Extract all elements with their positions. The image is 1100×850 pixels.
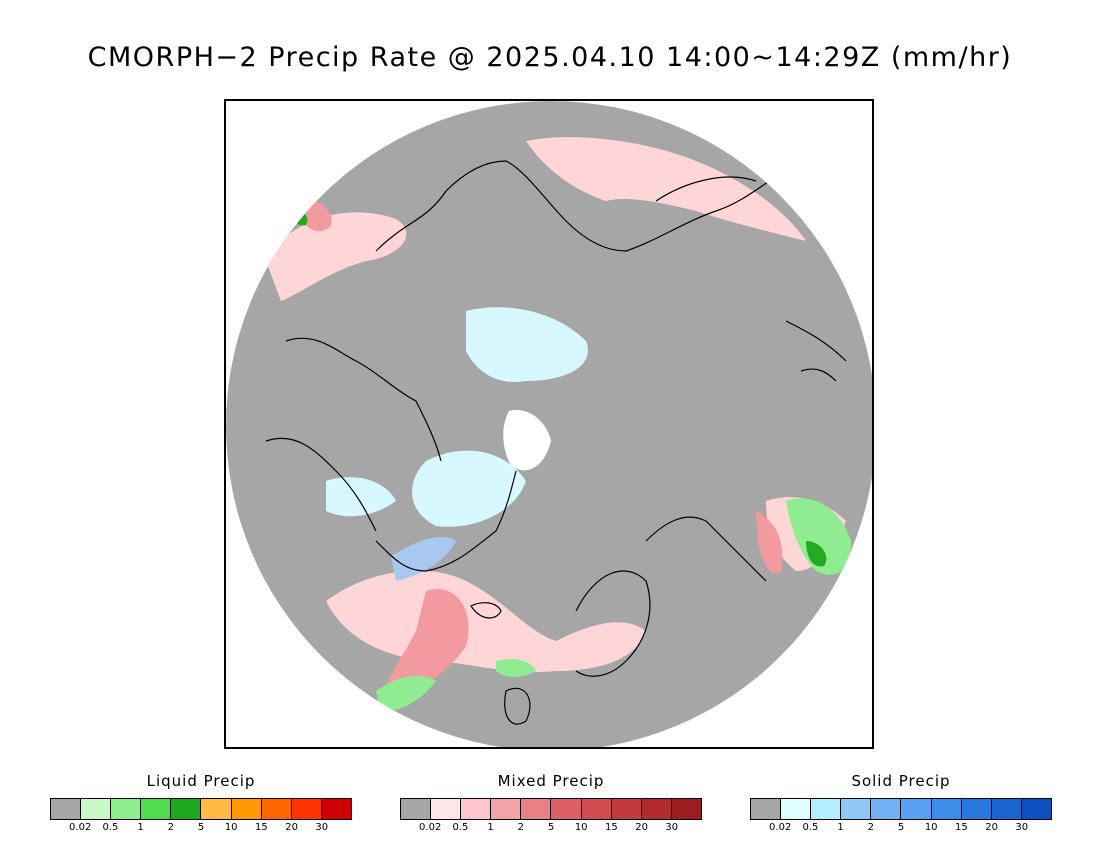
legend-swatch <box>671 799 701 819</box>
legend-tick-label: 10 <box>574 822 588 833</box>
legend-swatch <box>551 799 582 819</box>
legend-title: Solid Precip <box>851 772 951 790</box>
legend-swatch <box>81 799 112 819</box>
legend-swatch <box>111 799 142 819</box>
legend-swatch <box>491 799 522 819</box>
liquid-precip-area <box>376 675 436 713</box>
legend-solid: Solid Precip 0.02 0.5 1 2 5 10 15 20 30 <box>750 772 1052 834</box>
solid-precip-area <box>391 536 456 581</box>
legend-tick-label: 20 <box>985 822 998 833</box>
legend-tick-label: 2 <box>867 822 874 833</box>
legend-tick-label: 5 <box>197 822 205 833</box>
legend-swatch <box>1021 799 1051 819</box>
legend-tick-label: 15 <box>955 822 968 833</box>
legend-tick-label: 30 <box>1015 822 1029 833</box>
legend-swatch <box>171 799 202 819</box>
legend-tick-label: 2 <box>517 822 524 833</box>
legend-tick-label: 0.02 <box>69 822 92 833</box>
polar-data-gap <box>503 409 551 471</box>
liquid-precip-area <box>496 659 536 677</box>
legend-swatch <box>521 799 552 819</box>
legend-tick-label: 30 <box>315 822 329 833</box>
legend-tick-label: 1 <box>137 822 144 833</box>
mixed-precip-area <box>326 570 646 673</box>
legend-tick-label: 0.02 <box>769 822 792 833</box>
map-frame <box>224 99 874 749</box>
legend-tick-label: 1 <box>837 822 844 833</box>
legend-swatch <box>991 799 1022 819</box>
legend-title: Mixed Precip <box>497 772 605 790</box>
legend-tick-label: 5 <box>547 822 555 833</box>
legend-tick-label: 10 <box>224 822 238 833</box>
legend-swatch <box>931 799 962 819</box>
legend-tick-label: 0.5 <box>802 822 819 833</box>
legend-swatch <box>141 799 172 819</box>
legend-swatch <box>581 799 612 819</box>
legend-mixed: Mixed Precip 0.02 0.5 1 2 5 10 15 20 30 <box>400 772 702 834</box>
legend-swatch <box>811 799 842 819</box>
legend-swatch <box>751 799 782 819</box>
legend-tick-label: 1 <box>487 822 494 833</box>
legend-swatch <box>781 799 812 819</box>
legend-tick-label: 0.02 <box>419 822 442 833</box>
legend-tick-label: 15 <box>605 822 618 833</box>
legend-swatch <box>51 799 82 819</box>
legend-ticks: 0.02 0.5 1 2 5 10 15 20 30 <box>750 820 1052 834</box>
legend-swatch <box>461 799 492 819</box>
solid-precip-area <box>412 450 526 527</box>
liquid-precip-area <box>806 541 827 567</box>
legend-tick-label: 10 <box>924 822 938 833</box>
legend-swatch <box>961 799 992 819</box>
legend-tick-label: 0.5 <box>102 822 119 833</box>
legend-tick-label: 15 <box>255 822 268 833</box>
legend-swatch <box>611 799 642 819</box>
mixed-precip-area <box>266 212 407 301</box>
legend-swatch <box>401 799 432 819</box>
legend-liquid: Liquid Precip 0.02 0.5 1 2 5 10 15 20 30 <box>50 772 352 834</box>
legend-swatch <box>641 799 672 819</box>
legend-colorbar <box>50 798 352 820</box>
polar-map <box>226 101 872 747</box>
solid-precip-area <box>326 477 396 517</box>
legend-tick-label: 30 <box>665 822 679 833</box>
legend-swatch <box>321 799 351 819</box>
legend-colorbar <box>750 798 1052 820</box>
legend-swatch <box>291 799 322 819</box>
legend-swatch <box>901 799 932 819</box>
map-title: CMORPH−2 Precip Rate @ 2025.04.10 14:00~… <box>87 42 1013 73</box>
legend-swatch <box>871 799 902 819</box>
legend-tick-label: 5 <box>897 822 905 833</box>
legend-tick-label: 20 <box>285 822 298 833</box>
legend-tick-label: 0.5 <box>452 822 469 833</box>
legend-title: Liquid Precip <box>146 772 256 790</box>
legend-swatch <box>261 799 292 819</box>
legend-ticks: 0.02 0.5 1 2 5 10 15 20 30 <box>400 820 702 834</box>
legend-ticks: 0.02 0.5 1 2 5 10 15 20 30 <box>50 820 352 834</box>
legend-swatch <box>431 799 462 819</box>
legend-swatch <box>201 799 232 819</box>
liquid-precip-area <box>786 498 851 575</box>
solid-precip-area <box>466 307 588 382</box>
mixed-precip-area <box>383 589 469 706</box>
mixed-precip-area <box>526 137 806 241</box>
legend-tick-label: 2 <box>167 822 174 833</box>
mixed-precip-area <box>756 511 783 574</box>
coastlines <box>265 160 847 725</box>
legend-swatch <box>841 799 872 819</box>
legend-swatch <box>231 799 262 819</box>
legend-colorbar <box>400 798 702 820</box>
legend-tick-label: 20 <box>635 822 648 833</box>
